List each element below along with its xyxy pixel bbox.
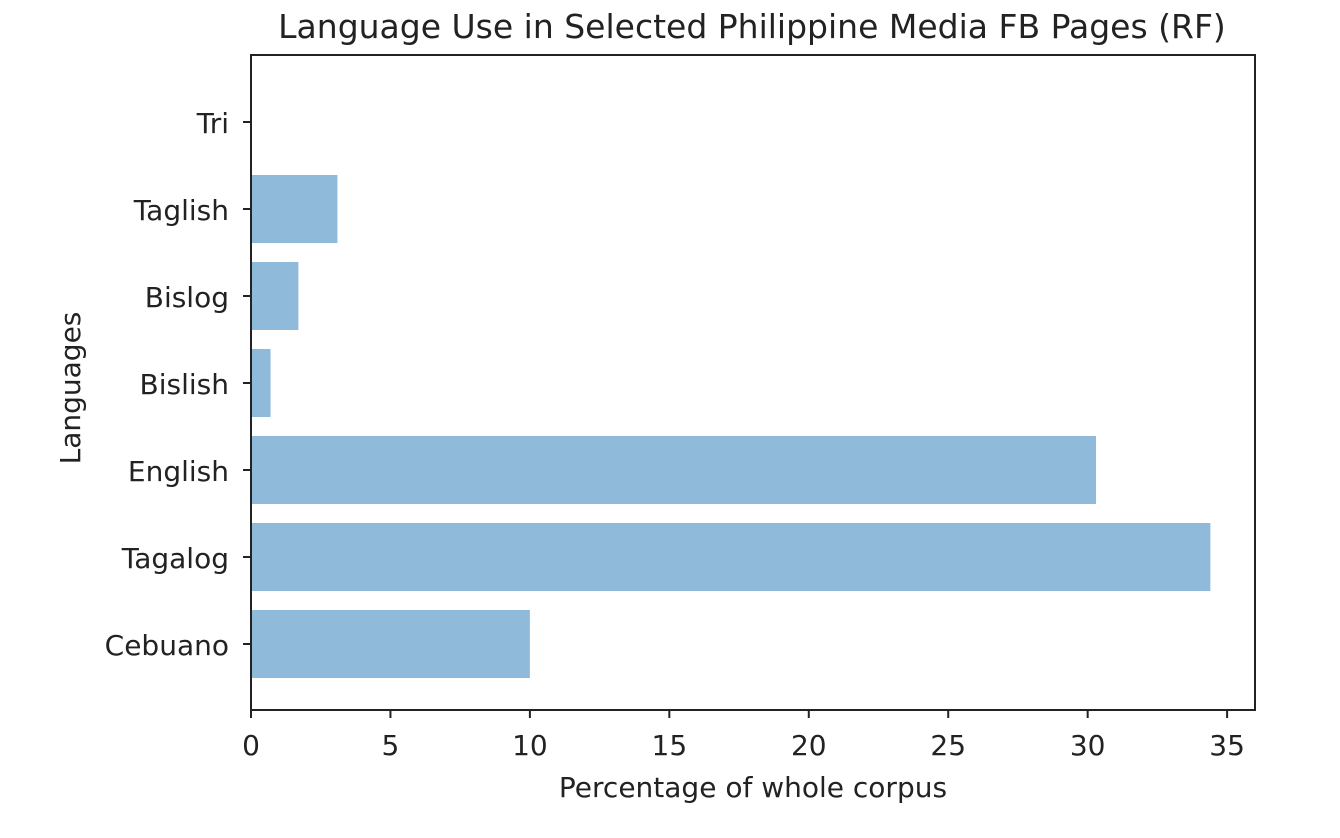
y-tick-label: Bislog: [145, 281, 229, 314]
y-tick-label: Taglish: [133, 194, 229, 227]
y-tick-labels: Cebuano Tagalog English Bislish Bislog Taglis…: [105, 107, 251, 662]
x-tick-label: 5: [382, 729, 400, 762]
x-tick-label: 20: [791, 729, 827, 762]
x-tick-label: 0: [242, 729, 260, 762]
bar-tagalog: [251, 523, 1211, 591]
y-tick-label: Bislish: [140, 368, 229, 401]
bar-english: [251, 436, 1097, 504]
y-tick-label: Tri: [196, 107, 229, 140]
bar-taglish: [251, 175, 338, 243]
y-tick-label: Cebuano: [105, 629, 229, 662]
x-tick-label: 25: [930, 729, 966, 762]
x-tick-label: 10: [512, 729, 548, 762]
bar-bislish: [251, 349, 271, 417]
chart-title: Language Use in Selected Philippine Medi…: [278, 7, 1226, 46]
x-tick-label: 30: [1070, 729, 1106, 762]
bar-bislog: [251, 262, 299, 330]
x-ticks: 0 5 10 15 20 25 30 35: [242, 710, 1245, 762]
x-tick-label: 35: [1209, 729, 1245, 762]
x-tick-label: 15: [652, 729, 688, 762]
y-tick-label: Tagalog: [121, 542, 229, 575]
y-axis-label: Languages: [54, 312, 87, 465]
x-axis-label: Percentage of whole corpus: [559, 771, 947, 804]
y-tick-label: English: [128, 455, 229, 488]
bars-group: [251, 175, 1211, 678]
bar-cebuano: [251, 610, 530, 678]
plot-area-frame: [250, 54, 1256, 711]
